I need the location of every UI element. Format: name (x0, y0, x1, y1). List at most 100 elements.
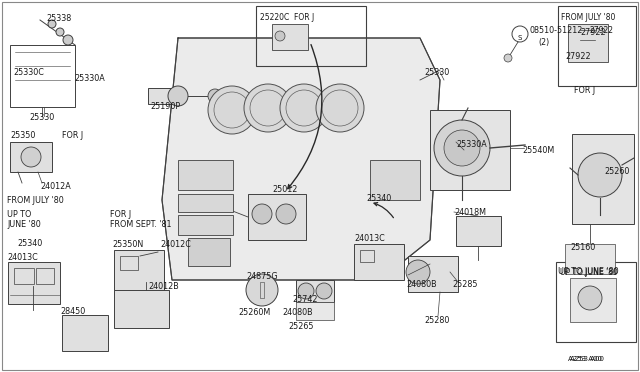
Circle shape (280, 84, 328, 132)
Bar (114, 250, 164, 294)
Circle shape (208, 89, 222, 103)
Circle shape (63, 35, 73, 45)
Circle shape (208, 86, 256, 134)
Text: 24013C: 24013C (354, 234, 385, 243)
Text: 25190P: 25190P (150, 102, 180, 111)
Bar (148, 88, 178, 104)
Bar (570, 278, 616, 322)
Text: 25742: 25742 (292, 295, 317, 304)
Text: 24013C: 24013C (7, 253, 38, 262)
Text: 25340: 25340 (17, 239, 42, 248)
Bar (188, 238, 230, 266)
Circle shape (578, 153, 622, 197)
Text: FROM JULY '80: FROM JULY '80 (7, 196, 64, 205)
Text: 25285: 25285 (452, 280, 477, 289)
Text: 25160: 25160 (570, 243, 595, 252)
Bar (370, 160, 420, 200)
Text: A253 A00: A253 A00 (570, 356, 604, 362)
Text: 25340: 25340 (366, 194, 391, 203)
Circle shape (275, 31, 285, 41)
Text: UP TO JUNE '80: UP TO JUNE '80 (558, 267, 619, 276)
Text: 24012B: 24012B (148, 282, 179, 291)
Text: 25265: 25265 (288, 322, 314, 331)
Text: 24012A: 24012A (40, 182, 71, 191)
Text: FROM SEPT. '81: FROM SEPT. '81 (110, 220, 172, 229)
Circle shape (316, 84, 364, 132)
Circle shape (244, 84, 292, 132)
Text: 24875G: 24875G (246, 272, 278, 281)
Text: 25338: 25338 (46, 14, 71, 23)
Text: 25330C: 25330C (13, 68, 44, 77)
Text: UP TO: UP TO (7, 210, 31, 219)
Text: 25330A: 25330A (74, 74, 105, 83)
Text: 25260: 25260 (604, 167, 629, 176)
Bar (556, 262, 636, 342)
Circle shape (276, 204, 296, 224)
Bar (572, 134, 634, 224)
Bar (248, 194, 306, 240)
Bar (8, 262, 60, 304)
Text: 25012: 25012 (272, 185, 298, 194)
Bar (10, 142, 52, 172)
Text: 25350: 25350 (10, 131, 35, 140)
FancyArrowPatch shape (374, 203, 394, 218)
Text: 25350N: 25350N (112, 240, 143, 249)
Text: (2): (2) (538, 38, 549, 47)
Circle shape (56, 28, 64, 36)
Circle shape (406, 260, 430, 284)
Text: A253 A00: A253 A00 (568, 356, 602, 362)
Bar (178, 215, 233, 235)
Text: 24080B: 24080B (282, 308, 312, 317)
Text: FOR J: FOR J (110, 210, 131, 219)
Text: 24012C: 24012C (160, 240, 191, 249)
Bar (36, 268, 54, 284)
Text: 25260M: 25260M (238, 308, 270, 317)
Text: S: S (518, 35, 522, 41)
Bar (565, 244, 615, 274)
Bar (178, 160, 233, 190)
Text: 27922: 27922 (565, 52, 591, 61)
Text: FOR J: FOR J (62, 131, 83, 140)
Bar (456, 216, 501, 246)
Circle shape (578, 286, 602, 310)
Bar (10, 45, 75, 107)
FancyArrowPatch shape (288, 45, 322, 189)
Text: 25220C  FOR J: 25220C FOR J (260, 13, 314, 22)
Bar (14, 268, 34, 284)
Circle shape (316, 283, 332, 299)
Text: FOR J: FOR J (574, 86, 595, 95)
Circle shape (246, 274, 278, 306)
Bar (178, 194, 233, 212)
Bar (430, 110, 510, 190)
Bar (256, 6, 366, 66)
Bar (296, 302, 334, 320)
Circle shape (504, 54, 512, 62)
Bar (296, 280, 334, 302)
Text: 25330A: 25330A (456, 140, 487, 149)
Text: 08510-51212: 08510-51212 (530, 26, 584, 35)
Text: 27922: 27922 (590, 26, 614, 35)
Bar (558, 6, 636, 86)
Bar (62, 315, 108, 351)
Circle shape (21, 147, 41, 167)
Text: JUNE '80: JUNE '80 (7, 220, 41, 229)
Text: 27922: 27922 (580, 28, 605, 37)
Circle shape (434, 120, 490, 176)
Text: 25280: 25280 (424, 316, 449, 325)
Bar (360, 250, 374, 262)
Circle shape (48, 20, 56, 28)
Text: 24080B: 24080B (406, 280, 436, 289)
Circle shape (168, 86, 188, 106)
Text: 24018M: 24018M (454, 208, 486, 217)
Circle shape (252, 204, 272, 224)
Text: 25330: 25330 (424, 68, 449, 77)
Circle shape (444, 130, 480, 166)
Text: UP TO JUNE '80: UP TO JUNE '80 (560, 268, 618, 277)
Bar (354, 244, 404, 280)
Text: 25330: 25330 (29, 113, 54, 122)
Bar (114, 290, 169, 328)
Circle shape (298, 283, 314, 299)
Bar (120, 256, 138, 270)
Text: 25540M: 25540M (522, 146, 554, 155)
Text: FROM JULY '80: FROM JULY '80 (561, 13, 616, 22)
